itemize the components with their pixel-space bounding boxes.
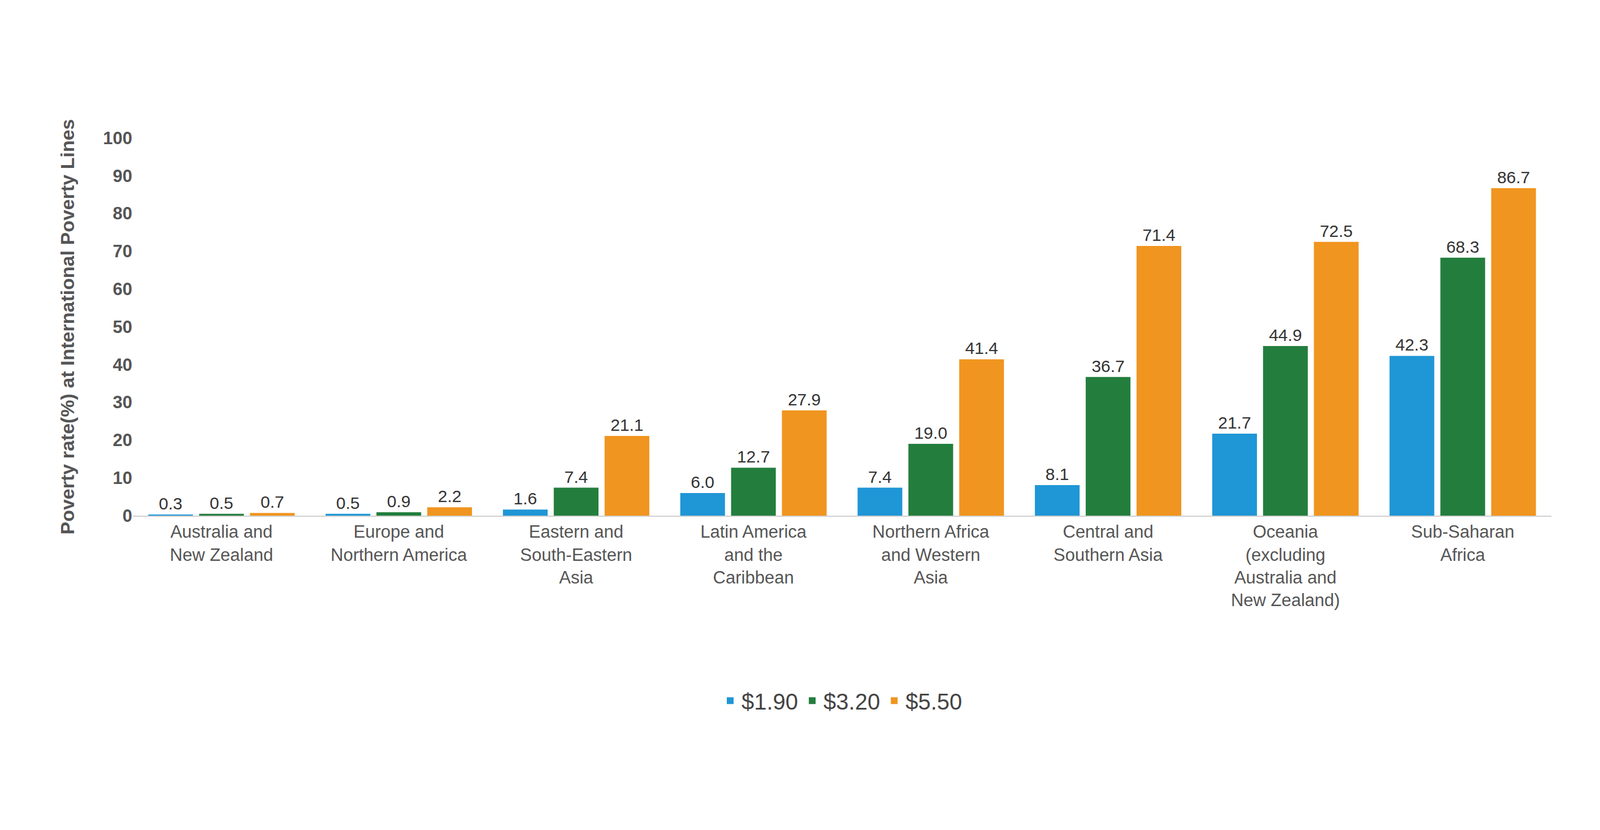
svg-text:71.4: 71.4 — [1142, 225, 1175, 245]
svg-text:$3.20: $3.20 — [823, 688, 880, 714]
svg-text:21.7: 21.7 — [1217, 413, 1251, 432]
svg-text:20: 20 — [113, 430, 133, 450]
svg-text:0.5: 0.5 — [209, 493, 234, 513]
svg-text:100: 100 — [102, 128, 133, 149]
svg-text:27.9: 27.9 — [787, 389, 821, 409]
svg-text:50: 50 — [113, 317, 133, 337]
svg-text:70: 70 — [113, 241, 133, 262]
svg-text:80: 80 — [113, 203, 133, 224]
svg-text:7.4: 7.4 — [868, 467, 892, 487]
svg-text:0.7: 0.7 — [260, 492, 285, 511]
svg-text:40: 40 — [113, 354, 133, 375]
svg-text:30: 30 — [113, 392, 133, 413]
svg-text:7.4: 7.4 — [564, 467, 589, 487]
svg-text:Poverty rate(%) at Internation: Poverty rate(%) at International Poverty… — [56, 119, 78, 535]
svg-text:Sub-SaharanAfrica: Sub-SaharanAfrica — [1411, 521, 1515, 565]
svg-text:$1.90: $1.90 — [741, 688, 799, 714]
svg-text:Northern Africaand WesternAsia: Northern Africaand WesternAsia — [872, 521, 990, 588]
svg-text:Europe andNorthern America: Europe andNorthern America — [330, 521, 468, 565]
svg-text:Central andSouthern Asia: Central andSouthern Asia — [1053, 521, 1164, 565]
svg-text:68.3: 68.3 — [1446, 237, 1480, 257]
svg-text:Australia andNew Zealand: Australia andNew Zealand — [170, 521, 274, 565]
svg-text:90: 90 — [113, 166, 133, 186]
svg-text:12.7: 12.7 — [736, 447, 770, 466]
svg-text:Latin Americaand theCaribbean: Latin Americaand theCaribbean — [700, 521, 808, 588]
svg-text:8.1: 8.1 — [1045, 464, 1070, 484]
svg-text:Oceania(excludingAustralia and: Oceania(excludingAustralia andNew Zealan… — [1230, 521, 1341, 610]
svg-text:36.7: 36.7 — [1091, 356, 1125, 376]
svg-text:72.5: 72.5 — [1319, 221, 1353, 241]
svg-text:19.0: 19.0 — [914, 423, 948, 442]
svg-text:86.7: 86.7 — [1497, 167, 1530, 187]
svg-text:0: 0 — [122, 505, 133, 526]
svg-text:21.1: 21.1 — [610, 415, 644, 435]
svg-text:0.5: 0.5 — [336, 493, 361, 513]
svg-text:42.3: 42.3 — [1395, 335, 1429, 354]
svg-text:$5.50: $5.50 — [905, 688, 962, 714]
svg-text:44.9: 44.9 — [1268, 325, 1302, 345]
svg-text:10: 10 — [113, 467, 133, 488]
svg-text:1.6: 1.6 — [513, 488, 538, 508]
svg-text:41.4: 41.4 — [965, 338, 999, 358]
svg-text:2.2: 2.2 — [438, 486, 462, 506]
svg-text:0.3: 0.3 — [158, 493, 183, 513]
svg-text:0.9: 0.9 — [387, 491, 411, 511]
svg-text:Eastern andSouth-EasternAsia: Eastern andSouth-EasternAsia — [519, 521, 632, 588]
svg-text:6.0: 6.0 — [690, 472, 715, 492]
svg-text:60: 60 — [113, 279, 133, 299]
